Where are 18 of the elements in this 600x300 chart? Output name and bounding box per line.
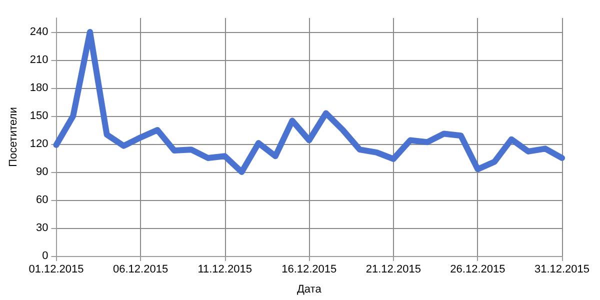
y-tick-label: 120 [30, 138, 48, 150]
x-tick-label: 16.12.2015 [282, 264, 337, 276]
x-axis-title: Дата [296, 284, 322, 296]
x-tick-label: 01.12.2015 [28, 264, 84, 276]
x-tick-label: 31.12.2015 [534, 264, 590, 276]
y-tick-label: 30 [36, 222, 48, 234]
x-tick-label: 26.12.2015 [450, 264, 506, 276]
y-tick-label: 150 [30, 110, 48, 122]
x-tick-label: 11.12.2015 [198, 264, 252, 276]
y-tick-label: 90 [36, 166, 48, 178]
y-tick-label: 240 [30, 26, 48, 38]
y-axis-title: Посетители [8, 107, 20, 167]
y-tick-label: 210 [30, 54, 48, 66]
y-tick-label: 0 [42, 250, 48, 262]
x-tick-label: 06.12.2015 [113, 264, 168, 276]
y-tick-label: 60 [36, 194, 48, 206]
x-tick-label: 21.12.2015 [366, 264, 421, 276]
y-tick-label: 180 [30, 82, 48, 94]
